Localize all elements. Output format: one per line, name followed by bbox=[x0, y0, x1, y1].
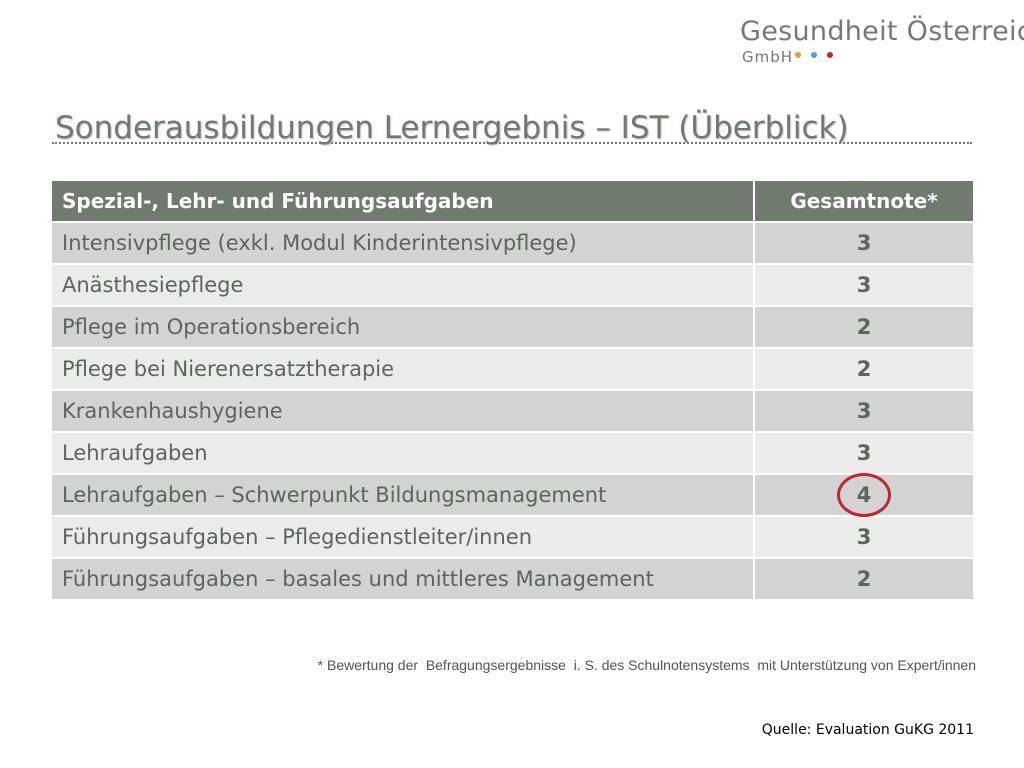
cell-category: Lehraufgaben – Schwerpunkt Bildungsmanag… bbox=[52, 473, 754, 517]
table-row: Krankenhaushygiene 3 bbox=[52, 389, 973, 433]
grade-value: 3 bbox=[856, 441, 872, 465]
cell-grade: 3 bbox=[753, 389, 973, 433]
table-body: Intensivpflege (exkl. Modul Kinderintens… bbox=[52, 221, 973, 601]
table-row: Lehraufgaben – Schwerpunkt Bildungsmanag… bbox=[52, 473, 973, 517]
table-row: Führungsaufgaben – basales und mittleres… bbox=[52, 557, 973, 601]
logo-dot-blue bbox=[811, 52, 817, 58]
cell-category: Anästhesiepflege bbox=[52, 263, 754, 307]
table-row: Pflege bei Nierenersatztherapie 2 bbox=[52, 347, 973, 391]
cell-category: Führungsaufgaben – Pflegedienstleiter/in… bbox=[52, 515, 754, 559]
logo-dot-orange bbox=[795, 52, 801, 58]
cell-grade: 4 bbox=[753, 473, 973, 517]
logo-dots bbox=[795, 52, 833, 58]
table-row: Lehraufgaben 3 bbox=[52, 431, 973, 475]
header-grade: Gesamtnote* bbox=[753, 179, 973, 223]
logo-name: Gesundheit Österreich bbox=[740, 16, 1024, 47]
logo-legal-form: GmbH bbox=[742, 48, 794, 66]
grade-value: 4 bbox=[856, 483, 872, 507]
title-divider bbox=[52, 142, 972, 144]
logo: Gesundheit Österreich GmbH bbox=[740, 12, 1024, 72]
cell-grade: 3 bbox=[753, 263, 973, 307]
cell-category: Führungsaufgaben – basales und mittleres… bbox=[52, 557, 754, 601]
cell-category: Lehraufgaben bbox=[52, 431, 754, 475]
cell-grade: 3 bbox=[753, 515, 973, 559]
cell-category: Pflege im Operationsbereich bbox=[52, 305, 754, 349]
page-title: Sonderausbildungen Lernergebnis – IST (Ü… bbox=[55, 110, 849, 146]
table-row: Führungsaufgaben – Pflegedienstleiter/in… bbox=[52, 515, 973, 559]
cell-category: Krankenhaushygiene bbox=[52, 389, 754, 433]
cell-grade: 2 bbox=[753, 305, 973, 349]
grade-value: 3 bbox=[856, 231, 872, 255]
cell-grade: 2 bbox=[753, 347, 973, 391]
footnote: * Bewertung der Befragungsergebnisse i. … bbox=[317, 657, 976, 673]
cell-grade: 3 bbox=[753, 221, 973, 265]
cell-grade: 3 bbox=[753, 431, 973, 475]
header-category: Spezial-, Lehr- und Führungsaufgaben bbox=[52, 179, 754, 223]
table-row: Anästhesiepflege 3 bbox=[52, 263, 973, 307]
cell-category: Intensivpflege (exkl. Modul Kinderintens… bbox=[52, 221, 754, 265]
grade-value: 3 bbox=[856, 525, 872, 549]
source-citation: Quelle: Evaluation GuKG 2011 bbox=[761, 722, 974, 738]
table-row: Intensivpflege (exkl. Modul Kinderintens… bbox=[52, 221, 973, 265]
cell-grade: 2 bbox=[753, 557, 973, 601]
grade-value: 2 bbox=[856, 567, 872, 591]
cell-category: Pflege bei Nierenersatztherapie bbox=[52, 347, 754, 391]
grade-value: 2 bbox=[856, 315, 872, 339]
grades-table: Spezial-, Lehr- und Führungsaufgaben Ges… bbox=[52, 179, 973, 601]
logo-dot-red bbox=[827, 52, 833, 58]
grade-value: 2 bbox=[856, 357, 872, 381]
grade-value: 3 bbox=[856, 399, 872, 423]
table-header-row: Spezial-, Lehr- und Führungsaufgaben Ges… bbox=[52, 179, 973, 223]
grade-value: 3 bbox=[856, 273, 872, 297]
table-row: Pflege im Operationsbereich 2 bbox=[52, 305, 973, 349]
